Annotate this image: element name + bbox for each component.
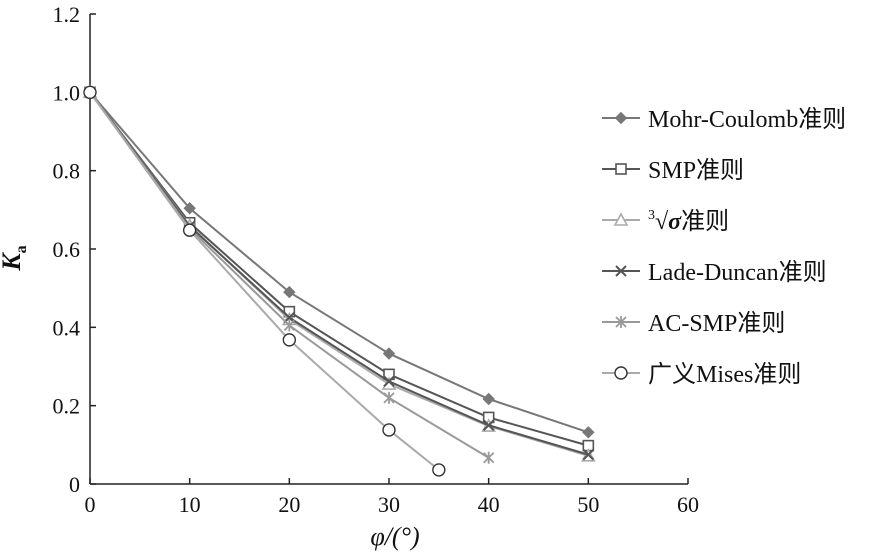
- data-point: [283, 285, 296, 299]
- series-2: [84, 86, 595, 452]
- data-point: [83, 85, 97, 100]
- legend-item-3: 3√σ准则: [602, 208, 729, 235]
- data-point: [482, 419, 495, 431]
- legend-item-4: Lade-Duncan准则: [602, 259, 827, 286]
- y-tick-label: 0.8: [53, 159, 81, 184]
- legend-item-2: SMP准则: [602, 157, 744, 184]
- legend-swatch-marker: [615, 265, 627, 277]
- x-tick-label: 30: [378, 492, 400, 517]
- series-6: [83, 85, 446, 477]
- legend-label: 3√σ准则: [648, 208, 729, 235]
- series-line: [89, 91, 440, 471]
- series-4: [84, 86, 595, 461]
- series-layer: [82, 84, 596, 477]
- legend-label: Lade-Duncan准则: [648, 259, 827, 286]
- data-point: [382, 347, 396, 360]
- legend-label: AC-SMP准则: [648, 310, 785, 337]
- data-point: [382, 423, 396, 437]
- x-tick-label: 0: [85, 492, 96, 517]
- legend-item-5: AC-SMP准则: [602, 310, 785, 337]
- x-axis-title: φ/(°): [370, 522, 419, 551]
- data-point: [182, 223, 197, 237]
- legend-swatch-marker: [614, 111, 628, 125]
- data-point: [482, 392, 495, 406]
- data-point: [183, 202, 196, 215]
- legend-label: 广义Mises准则: [648, 361, 801, 388]
- y-tick-label: 0: [69, 472, 80, 497]
- y-tick-label: 0.6: [53, 237, 81, 262]
- series-line: [89, 91, 490, 459]
- legend-root-index: 3: [648, 208, 655, 223]
- series-line: [89, 91, 589, 457]
- data-point: [432, 463, 446, 477]
- legend-label-rest: 准则: [681, 208, 729, 235]
- y-axis-title-subscript: a: [13, 245, 30, 253]
- axes: 0 10 20 30 40 50 60 0 0.2 0.4 0.6 0.8 1.0 1.2: [53, 2, 700, 517]
- series-line: [89, 91, 589, 447]
- legend-label: SMP准则: [648, 157, 744, 184]
- legend-item-1: Mohr-Coulomb准则: [602, 106, 846, 133]
- x-tick-label: 20: [278, 492, 300, 517]
- series-line: [89, 91, 589, 456]
- legend-item-6: 广义Mises准则: [602, 361, 801, 388]
- series-5: [84, 86, 495, 464]
- legend-sigma: σ: [668, 209, 682, 235]
- legend-swatch-marker: [615, 316, 627, 328]
- data-point: [483, 451, 495, 464]
- data-point: [582, 448, 595, 461]
- x-tick-label: 40: [478, 492, 500, 517]
- y-tick-label: 0.4: [53, 315, 81, 340]
- legend-root-sign: √: [655, 209, 669, 235]
- y-axis-title: Ka: [0, 245, 30, 271]
- x-tick-label: 60: [677, 492, 699, 517]
- x-tick-label: 10: [179, 492, 201, 517]
- legend-swatch-marker: [613, 212, 629, 226]
- x-tick-label: 50: [577, 492, 599, 517]
- y-tick-label: 1.2: [53, 2, 81, 27]
- legend-swatch-marker: [614, 366, 628, 380]
- data-point: [282, 333, 297, 347]
- data-point: [383, 391, 395, 404]
- data-point: [582, 426, 595, 439]
- y-tick-label: 1.0: [53, 80, 81, 105]
- legend-label: Mohr-Coulomb准则: [648, 106, 846, 133]
- series-line: [89, 91, 589, 434]
- y-axis-title-main: K: [0, 252, 26, 272]
- y-tick-label: 0.2: [53, 394, 81, 419]
- data-point: [283, 319, 295, 332]
- series-3: [82, 84, 596, 462]
- data-point: [383, 375, 395, 388]
- legend-swatch-marker: [615, 163, 627, 175]
- legend: Mohr-Coulomb准则 SMP准则 3√σ准则 Lade-Duncan准则 AC-…: [602, 106, 846, 388]
